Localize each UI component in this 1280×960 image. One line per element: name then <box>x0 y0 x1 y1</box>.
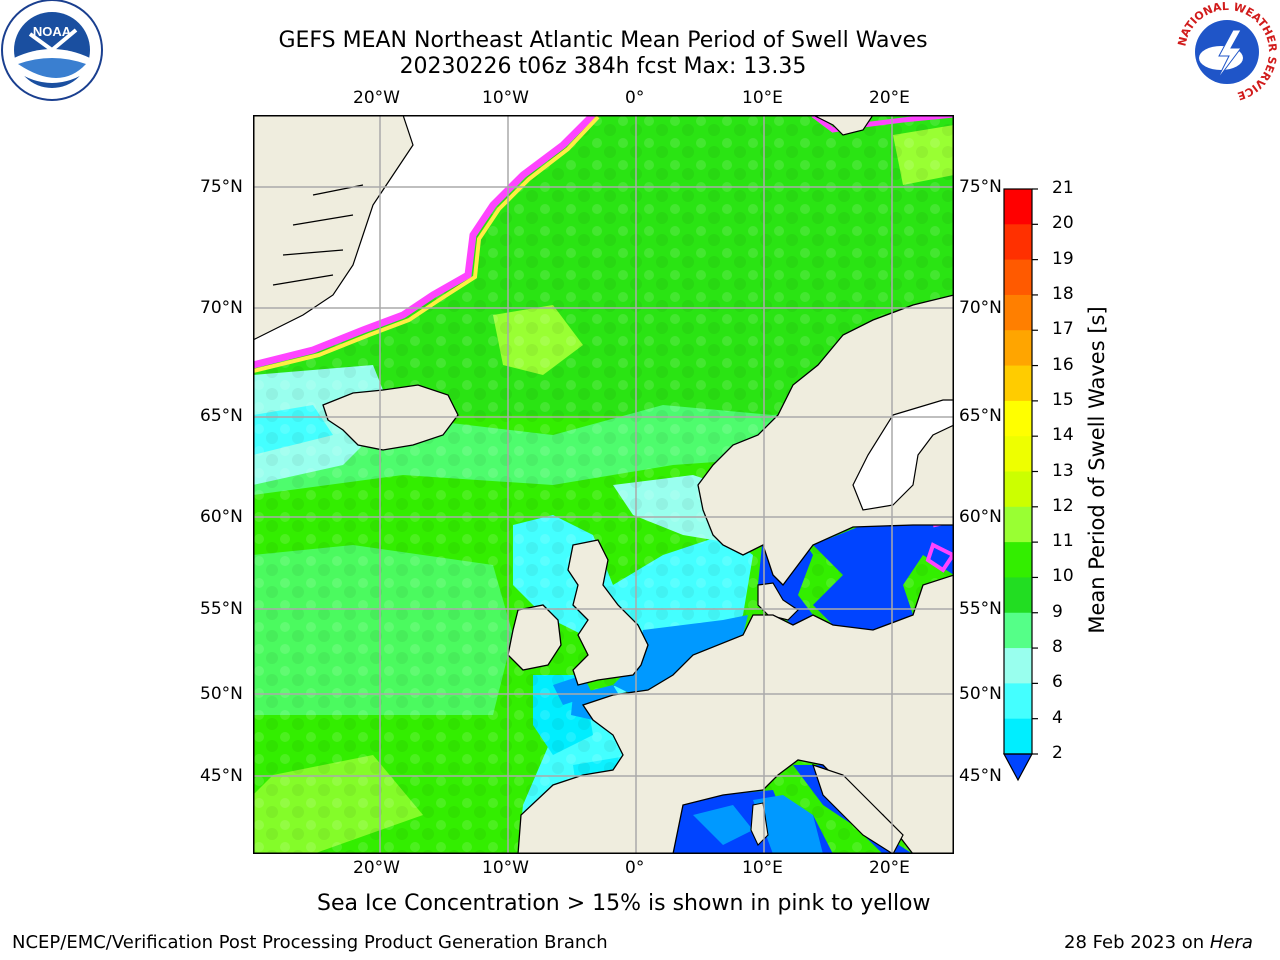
lat-label-left-50n: 50°N <box>200 684 243 704</box>
colorbar-band <box>1004 365 1032 402</box>
colorbar-tick-label: 6 <box>1052 672 1063 693</box>
lon-label-top-0: 0° <box>625 88 645 108</box>
lat-label-left-70n: 70°N <box>200 298 243 318</box>
colorbar-tick-label: 16 <box>1052 354 1074 375</box>
lat-label-right-55n: 55°N <box>959 599 1002 619</box>
lon-label-bottom-10e: 10°E <box>742 858 783 878</box>
colorbar-extend-min <box>1002 753 1034 782</box>
lat-label-right-50n: 50°N <box>959 684 1002 704</box>
colorbar-band <box>1004 224 1032 261</box>
greenland-land <box>252 114 414 341</box>
great-britain-land <box>567 539 649 686</box>
colorbar-tick-label: 9 <box>1052 601 1063 622</box>
lon-label-top-20e: 20°E <box>869 88 910 108</box>
colorbar-band <box>1004 259 1032 296</box>
map-title: GEFS MEAN Northeast Atlantic Mean Period… <box>203 28 1003 80</box>
colorbar-tick-label: 4 <box>1052 707 1063 728</box>
lon-label-bottom-20w: 20°W <box>353 858 400 878</box>
lat-label-left-60n: 60°N <box>200 507 243 527</box>
lat-label-right-65n: 65°N <box>959 406 1002 426</box>
lon-label-top-10w: 10°W <box>482 88 529 108</box>
nws-logo: NATIONAL WEATHER SERVICE <box>1175 0 1280 105</box>
north-sea-south-blue <box>613 615 748 695</box>
colorbar-band <box>1004 436 1032 472</box>
footer-date: 28 Feb 2023 on <box>1064 932 1210 953</box>
lat-label-right-70n: 70°N <box>959 298 1002 318</box>
sea-ice-caption: Sea Ice Concentration > 15% is shown in … <box>317 891 931 916</box>
colorbar-band <box>1004 330 1032 367</box>
colorbar-tick-label: 15 <box>1052 389 1074 410</box>
lat-label-right-75n: 75°N <box>959 177 1002 197</box>
footer-right: 28 Feb 2023 on Hera <box>1064 932 1253 953</box>
colorbar-band <box>1004 471 1032 508</box>
colorbar-tick-label: 21 <box>1052 178 1074 198</box>
colorbar-tick-label: 17 <box>1052 319 1074 340</box>
footer-left: NCEP/EMC/Verification Post Processing Pr… <box>12 932 608 953</box>
colorbar-tick-label: 13 <box>1052 460 1074 481</box>
map-gridlines <box>253 115 954 854</box>
colorbar-tick-label: 14 <box>1052 425 1074 446</box>
colorbar-tick-label: 2 <box>1052 743 1063 763</box>
colorbar-band <box>1004 400 1032 437</box>
title-line-2: 20230226 t06z 384h fcst Max: 13.35 <box>399 54 807 79</box>
colorbar-band <box>1004 294 1032 331</box>
colorbar-tick-label: 8 <box>1052 637 1063 658</box>
colorbar-band <box>1004 577 1032 614</box>
colorbar-band <box>1004 189 1032 225</box>
ireland-land <box>507 604 562 671</box>
colorbar-band <box>1004 612 1032 649</box>
lon-label-top-10e: 10°E <box>742 88 783 108</box>
lat-label-right-45n: 45°N <box>959 766 1002 786</box>
lat-label-left-65n: 65°N <box>200 406 243 426</box>
denmark-land <box>757 582 799 621</box>
colorbar-tick-label: 20 <box>1052 213 1074 234</box>
colorbar-tick-label: 18 <box>1052 283 1074 304</box>
map-svg <box>252 112 956 855</box>
colorbar-tick-label: 19 <box>1052 248 1074 269</box>
footer-machine: Hera <box>1209 932 1253 953</box>
lon-label-bottom-0: 0° <box>625 858 645 878</box>
colorbar <box>1000 185 1040 785</box>
colorbar-svg <box>1002 188 1038 782</box>
title-line-1: GEFS MEAN Northeast Atlantic Mean Period… <box>278 28 928 53</box>
colorbar-band <box>1004 718 1032 755</box>
colorbar-tick-label: 11 <box>1052 531 1074 552</box>
colorbar-band <box>1004 683 1032 720</box>
colorbar-band <box>1004 542 1032 578</box>
lat-label-left-55n: 55°N <box>200 599 243 619</box>
lat-label-right-60n: 60°N <box>959 507 1002 527</box>
lat-label-left-45n: 45°N <box>200 766 243 786</box>
colorbar-band <box>1004 648 1032 684</box>
colorbar-tick-label: 10 <box>1052 566 1074 587</box>
lon-label-bottom-20e: 20°E <box>869 858 910 878</box>
colorbar-band <box>1004 506 1032 543</box>
lon-label-bottom-10w: 10°W <box>482 858 529 878</box>
noaa-logo: NOAA <box>0 0 105 105</box>
colorbar-tick-label: 12 <box>1052 495 1074 516</box>
lat-label-left-75n: 75°N <box>200 177 243 197</box>
lon-label-top-20w: 20°W <box>353 88 400 108</box>
scandinavia-land <box>697 294 955 586</box>
map-frame <box>252 112 956 855</box>
noaa-logo-text: NOAA <box>33 24 72 39</box>
